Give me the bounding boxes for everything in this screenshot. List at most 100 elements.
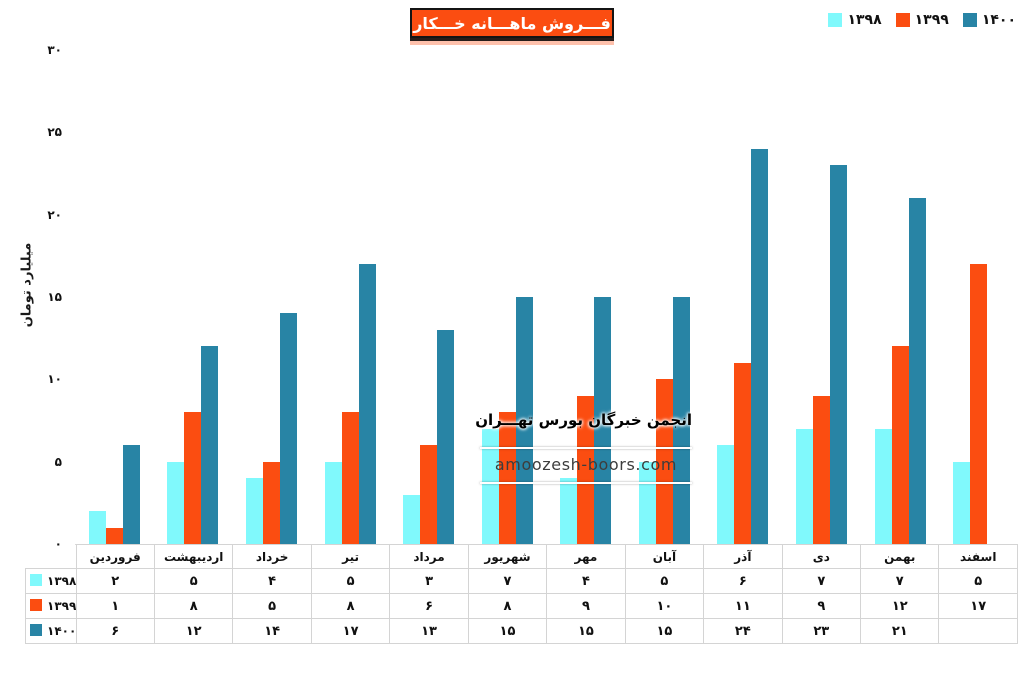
table-value-1400-m1: ۶ xyxy=(75,618,155,644)
table-value-1398-m1: ۲ xyxy=(75,568,155,594)
table-value-1399-m10: ۹ xyxy=(781,593,862,619)
plot-area xyxy=(75,50,1018,545)
chart-title-box: فـــروش ماهـــانه خـــکار xyxy=(410,8,614,38)
table-value-1400-m9: ۲۴ xyxy=(703,618,783,644)
legend-swatch-1400 xyxy=(962,13,977,27)
bar-1399-m5 xyxy=(420,445,438,544)
table-value-1398-m4: ۵ xyxy=(310,568,391,594)
y-tick-20: ۲۰ xyxy=(47,207,62,222)
y-tick-10: ۱۰ xyxy=(47,372,62,387)
table-value-1400-m2: ۱۲ xyxy=(153,618,234,644)
table-value-1400-m10: ۲۳ xyxy=(781,618,862,644)
table-value-1398-m6: ۷ xyxy=(467,568,548,594)
table-value-1400-m3: ۱۴ xyxy=(232,618,312,644)
watermark-divider-bottom xyxy=(480,482,692,484)
legend-label-1398: ۱۳۹۸ xyxy=(847,12,882,28)
chart-title: فـــروش ماهـــانه خـــکار xyxy=(413,13,611,33)
bar-1399-m3 xyxy=(262,461,280,544)
bar-1399-m4 xyxy=(341,412,359,544)
legend-item-1400: ۱۴۰۰ xyxy=(962,12,1016,28)
table-value-1400-m5: ۱۳ xyxy=(389,618,469,644)
bar-1400-m4 xyxy=(358,264,376,544)
table-value-1399-m5: ۶ xyxy=(389,593,469,619)
table-value-1399-m4: ۸ xyxy=(310,593,391,619)
table-row-label-1399: ۱۳۹۹ xyxy=(25,593,77,619)
bar-1398-m12 xyxy=(953,461,971,544)
legend-swatch-1399 xyxy=(895,13,910,27)
bar-1400-m10 xyxy=(830,165,848,544)
table-swatch-1400 xyxy=(30,624,42,636)
table-value-1398-m12: ۵ xyxy=(938,568,1018,594)
table-month-10: دی xyxy=(781,544,862,569)
bar-1398-m2 xyxy=(167,461,185,544)
bar-1398-m11 xyxy=(874,428,892,544)
bar-1399-m12 xyxy=(970,264,988,544)
table-header-row: فروردین اردیبهشت خرداد تیر مرداد شهریور مهر آبا… xyxy=(26,544,1018,569)
bar-1399-m8 xyxy=(655,379,673,544)
bar-1400-m3 xyxy=(279,313,297,544)
bar-1399-m6 xyxy=(498,412,516,544)
table-value-1400-m12 xyxy=(938,618,1018,644)
bar-1399-m9 xyxy=(734,362,752,544)
bar-1399-m10 xyxy=(813,395,831,544)
table-month-12: اسفند xyxy=(938,544,1018,569)
bar-1399-m11 xyxy=(891,346,909,544)
table-month-9: آذر xyxy=(703,544,783,569)
bar-1398-m1 xyxy=(88,511,106,544)
watermark: انجمن خبرگان بورس تهـــران amoozesh-boor… xyxy=(475,409,692,484)
table-value-1399-m6: ۸ xyxy=(467,593,548,619)
table-month-7: مهر xyxy=(546,544,626,569)
legend-item-1398: ۱۳۹۸ xyxy=(828,12,882,28)
table-row-year-1398: ۱۳۹۸ xyxy=(47,574,76,588)
bar-1399-m2 xyxy=(184,412,202,544)
bar-1400-m5 xyxy=(437,329,455,544)
bar-1398-m7 xyxy=(560,478,578,544)
y-tick-30: ۳۰ xyxy=(47,43,62,57)
bar-1398-m9 xyxy=(717,445,735,544)
table-value-1399-m8: ۱۰ xyxy=(624,593,705,619)
data-table: فروردین اردیبهشت خرداد تیر مرداد شهریور مهر آبا… xyxy=(25,544,1018,644)
legend: ۱۳۹۸ ۱۳۹۹ ۱۴۰۰ xyxy=(828,12,1016,28)
table-row-year-1400: ۱۴۰۰ xyxy=(47,624,76,638)
table-value-1398-m5: ۳ xyxy=(389,568,469,594)
table-value-1398-m10: ۷ xyxy=(781,568,862,594)
table-value-1400-m11: ۲۱ xyxy=(860,618,940,644)
bar-1399-m1 xyxy=(105,527,123,544)
bar-1398-m10 xyxy=(796,428,814,544)
table-row-year-1399: ۱۳۹۹ xyxy=(47,599,76,613)
table-value-1398-m9: ۶ xyxy=(703,568,783,594)
table-value-1398-m3: ۴ xyxy=(232,568,312,594)
bar-1400-m11 xyxy=(908,198,926,544)
bar-1400-m2 xyxy=(201,346,219,544)
table-value-1400-m8: ۱۵ xyxy=(624,618,705,644)
bar-1399-m7 xyxy=(577,395,595,544)
watermark-divider-top xyxy=(480,447,692,449)
legend-item-1399: ۱۳۹۹ xyxy=(895,12,949,28)
table-value-1399-m11: ۱۲ xyxy=(860,593,940,619)
table-value-1398-m7: ۴ xyxy=(546,568,626,594)
watermark-title: انجمن خبرگان بورس تهـــران xyxy=(475,411,692,429)
table-value-1399-m12: ۱۷ xyxy=(938,593,1018,619)
bar-1400-m9 xyxy=(751,148,769,544)
table-corner-cell xyxy=(26,545,77,569)
table-value-1398-m8: ۵ xyxy=(624,568,705,594)
legend-swatch-1398 xyxy=(828,13,843,27)
y-tick-0: ۰ xyxy=(54,537,62,551)
y-tick-5: ۵ xyxy=(54,454,62,469)
table-value-1399-m1: ۱ xyxy=(75,593,155,619)
table-row-1400: ۱۴۰۰ ۶ ۱۲ ۱۴ ۱۷ ۱۳ ۱۵ ۱۵ ۱۵ ۲۴ ۲۳ ۲۱ xyxy=(25,618,1018,644)
table-row-1399: ۱۳۹۹ ۱ ۸ ۵ ۸ ۶ ۸ ۹ ۱۰ ۱۱ ۹ ۱۲ ۱۷ xyxy=(25,593,1018,619)
table-value-1398-m2: ۵ xyxy=(153,568,234,594)
table-value-1400-m4: ۱۷ xyxy=(310,618,391,644)
table-month-11: بهمن xyxy=(860,544,940,569)
bar-1398-m4 xyxy=(324,461,342,544)
table-month-3: خرداد xyxy=(232,544,312,569)
table-value-1399-m3: ۵ xyxy=(232,593,312,619)
legend-label-1399: ۱۳۹۹ xyxy=(914,12,949,28)
table-swatch-1398 xyxy=(30,574,42,586)
y-tick-15: ۱۵ xyxy=(47,290,62,304)
table-value-1399-m9: ۱۱ xyxy=(703,593,783,619)
table-value-1399-m7: ۹ xyxy=(546,593,626,619)
bar-1400-m1 xyxy=(122,445,140,544)
